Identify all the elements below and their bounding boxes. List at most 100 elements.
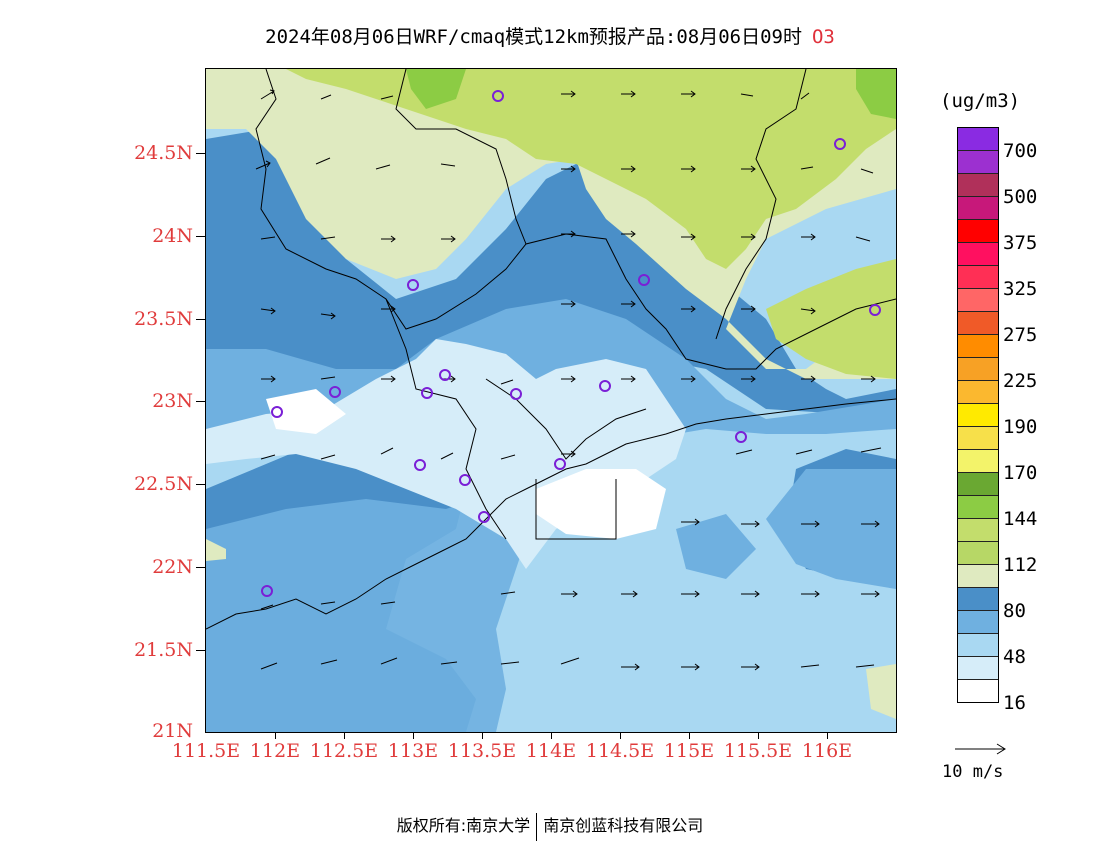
wind-vector	[861, 590, 880, 598]
legend-label: 375	[1003, 232, 1038, 254]
wind-vector	[260, 89, 275, 100]
lat-tick	[196, 401, 205, 402]
wind-vector	[621, 590, 638, 598]
lon-label-114: 114E	[525, 740, 577, 762]
field-band-64	[206, 129, 896, 439]
station-marker	[869, 304, 881, 316]
station-marker	[261, 585, 273, 597]
legend-label: 144	[1003, 508, 1038, 530]
lon-tick	[344, 731, 345, 739]
wind-vector	[561, 590, 578, 598]
wind-vector	[621, 90, 636, 98]
station-marker	[599, 380, 611, 392]
wind-vector	[381, 235, 396, 243]
wind-vector	[795, 449, 813, 455]
legend-swatch	[958, 243, 998, 266]
wind-vector	[681, 233, 696, 241]
legend-swatch	[958, 404, 998, 427]
station-marker	[638, 274, 650, 286]
lon-tick	[827, 731, 828, 739]
lat-label-23-5: 23.5N	[134, 308, 193, 330]
legend-label: 170	[1003, 462, 1038, 484]
wind-vector	[320, 601, 336, 605]
legend-swatch	[958, 611, 998, 634]
wind-vector	[681, 590, 700, 598]
wind-vector	[320, 659, 338, 665]
station-marker	[439, 369, 451, 381]
wind-vector	[561, 165, 576, 173]
copyright-right: 南京创蓝科技有限公司	[543, 816, 704, 835]
wind-vector	[560, 657, 580, 665]
wind-vector	[681, 305, 696, 313]
station-marker	[510, 388, 522, 400]
lat-tick	[196, 319, 205, 320]
legend-swatch	[958, 151, 998, 174]
legend-swatch	[958, 588, 998, 611]
station-marker	[407, 279, 419, 291]
wind-vector	[320, 454, 336, 460]
wind-vector	[260, 454, 276, 460]
station-marker	[271, 406, 283, 418]
field-band-48	[206, 489, 536, 732]
wind-vector	[741, 663, 760, 671]
wind-vector	[381, 305, 396, 313]
wind-vector	[801, 375, 816, 383]
station-marker	[492, 90, 504, 102]
lon-tick	[689, 731, 690, 739]
lat-label-21: 21N	[152, 720, 193, 742]
legend-swatch	[958, 519, 998, 542]
wind-vector	[440, 452, 454, 460]
wind-vector	[381, 375, 396, 383]
wind-vector	[801, 590, 820, 598]
station-marker	[329, 386, 341, 398]
wind-vector	[681, 90, 696, 98]
wind-vector	[320, 236, 336, 240]
wind-vector	[621, 663, 640, 671]
lat-tick	[196, 567, 205, 568]
field-band-low	[266, 389, 346, 434]
wind-vector	[621, 165, 636, 173]
field-band-144	[406, 69, 466, 109]
wind-vector	[380, 95, 394, 100]
wind-vector	[801, 520, 820, 528]
wind-vector	[320, 376, 336, 380]
wind-vector	[741, 233, 756, 241]
wind-vector	[861, 375, 876, 383]
wind-vector	[621, 230, 636, 238]
wind-vector	[561, 450, 576, 458]
legend-label: 325	[1003, 278, 1038, 300]
wind-vector	[681, 375, 696, 383]
admin-border	[385, 298, 507, 540]
field-band-112	[286, 69, 896, 269]
lon-label-113: 113E	[387, 740, 439, 762]
field-band-80	[206, 539, 226, 561]
wind-vector	[561, 300, 576, 308]
field-band-144	[856, 69, 896, 119]
legend-label: 225	[1003, 370, 1038, 392]
legend-label: 500	[1003, 186, 1038, 208]
legend-swatch	[958, 496, 998, 519]
lat-label-21-5: 21.5N	[134, 639, 193, 661]
wind-vector	[800, 307, 816, 315]
wind-vector	[681, 663, 700, 671]
wind-field	[255, 89, 882, 671]
legend-label: 275	[1003, 324, 1038, 346]
legend-swatch	[958, 680, 998, 702]
map-panel[interactable]	[205, 68, 897, 733]
lat-tick	[196, 650, 205, 651]
wind-vector	[500, 454, 516, 460]
legend-swatch	[958, 427, 998, 450]
lon-label-115: 115E	[663, 740, 715, 762]
lat-label-24: 24N	[152, 225, 193, 247]
station-marker	[554, 458, 566, 470]
wind-vector	[800, 166, 814, 170]
field-band-low	[536, 469, 666, 539]
admin-border	[255, 69, 896, 370]
admin-border	[715, 69, 807, 340]
wind-vector	[800, 92, 810, 100]
wind-vector	[740, 93, 754, 97]
lon-label-114-5: 114.5E	[585, 740, 655, 762]
wind-vector	[561, 375, 576, 383]
lat-label-22: 22N	[152, 556, 193, 578]
lat-label-24-5: 24.5N	[134, 142, 193, 164]
